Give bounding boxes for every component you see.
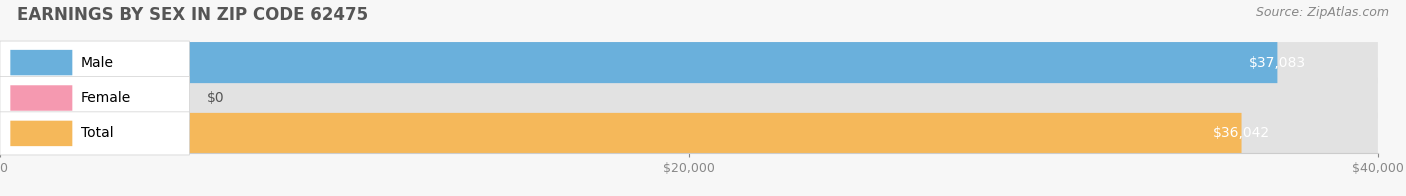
FancyBboxPatch shape [10, 85, 72, 111]
Text: EARNINGS BY SEX IN ZIP CODE 62475: EARNINGS BY SEX IN ZIP CODE 62475 [17, 6, 368, 24]
Text: Female: Female [82, 91, 131, 105]
Text: Male: Male [82, 56, 114, 70]
FancyBboxPatch shape [0, 42, 1278, 83]
Text: Total: Total [82, 126, 114, 140]
Text: $0: $0 [207, 91, 225, 105]
FancyBboxPatch shape [0, 112, 190, 155]
FancyBboxPatch shape [0, 76, 190, 120]
FancyBboxPatch shape [10, 121, 72, 146]
FancyBboxPatch shape [0, 77, 1378, 119]
FancyBboxPatch shape [0, 113, 1241, 154]
FancyBboxPatch shape [0, 41, 190, 84]
Text: Source: ZipAtlas.com: Source: ZipAtlas.com [1256, 6, 1389, 19]
FancyBboxPatch shape [10, 50, 72, 75]
Text: $36,042: $36,042 [1213, 126, 1270, 140]
FancyBboxPatch shape [0, 42, 1378, 83]
Text: $37,083: $37,083 [1249, 56, 1306, 70]
FancyBboxPatch shape [0, 113, 1378, 154]
